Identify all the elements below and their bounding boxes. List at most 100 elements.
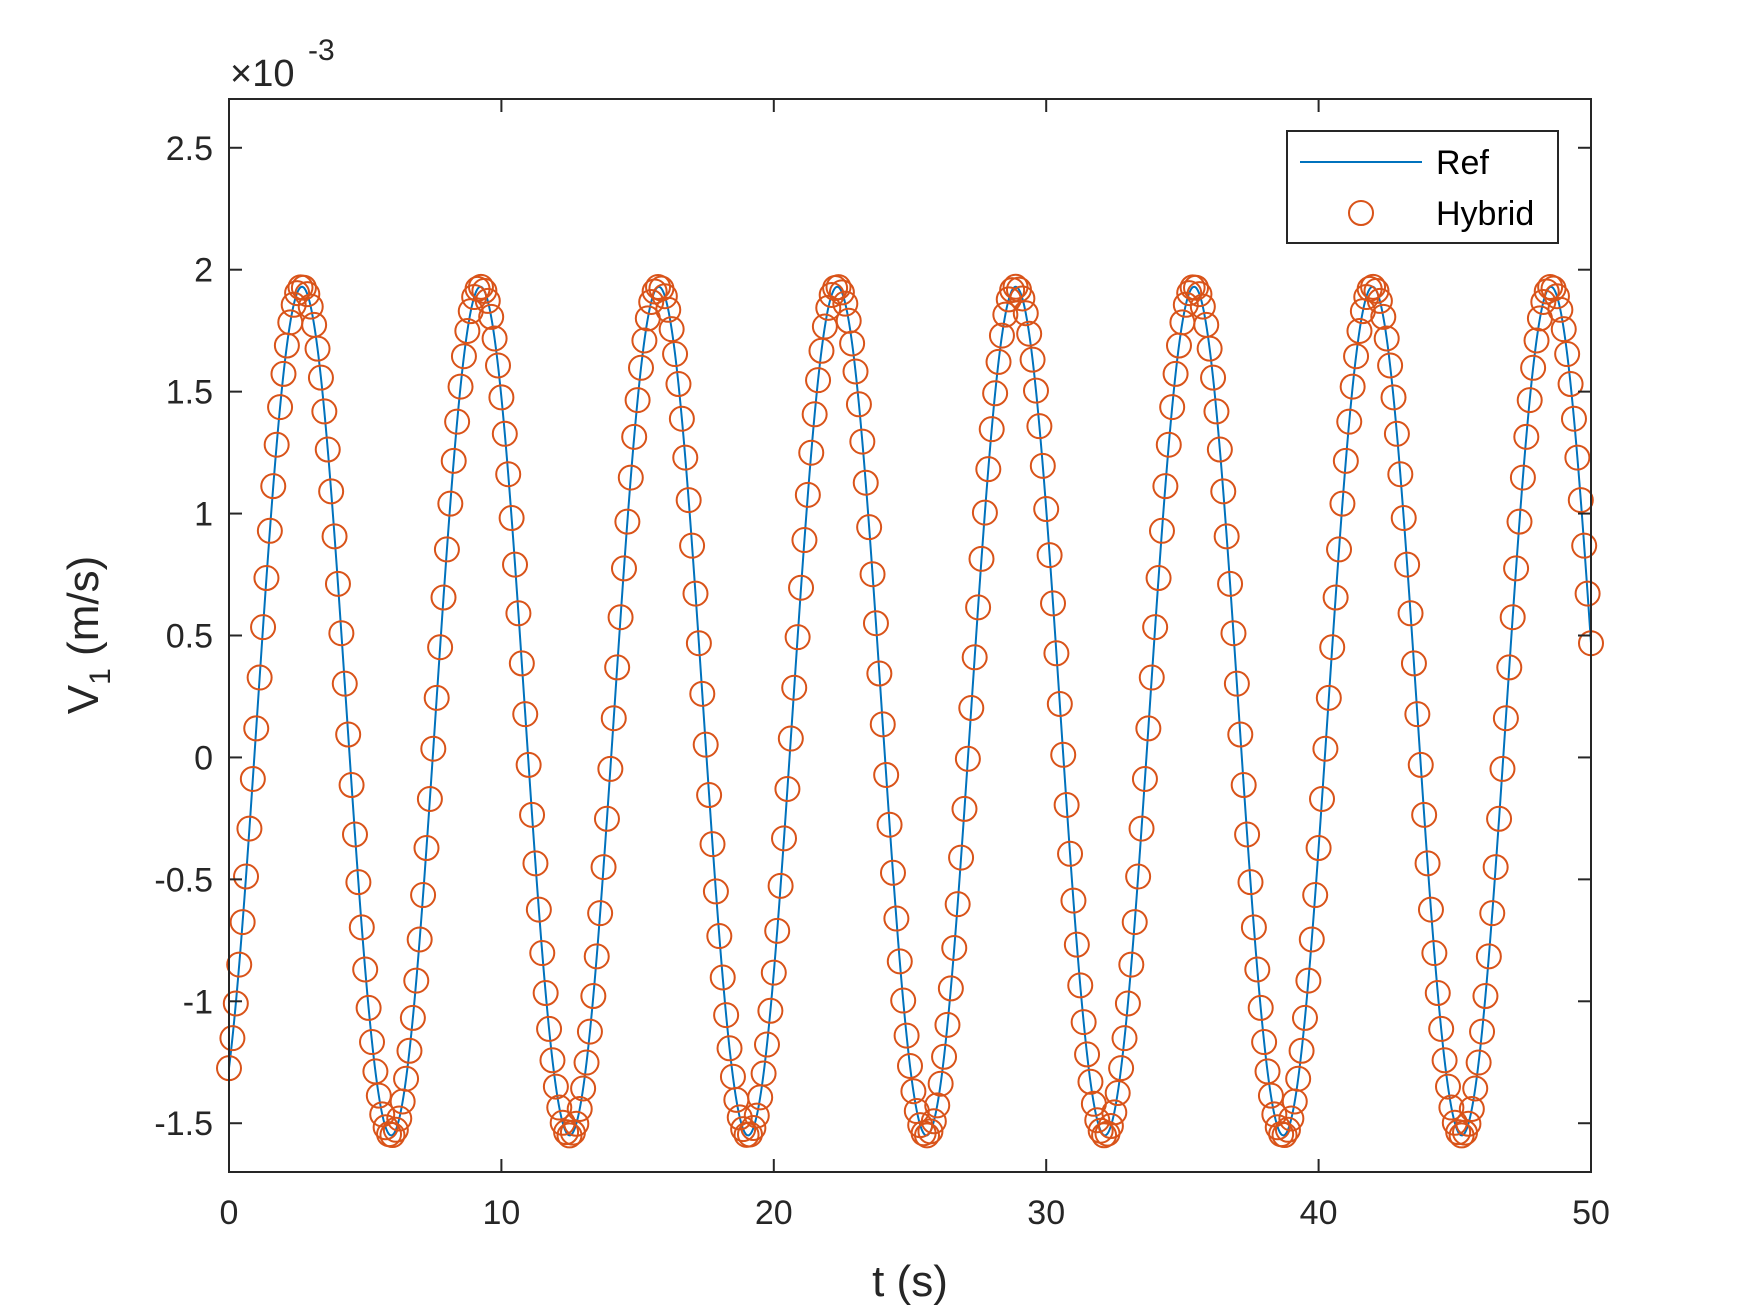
hybrid-marker (1475, 943, 1502, 970)
hybrid-marker (447, 373, 474, 400)
hybrid-marker (1571, 532, 1598, 559)
hybrid-marker (696, 782, 723, 809)
hybrid-marker (1567, 487, 1594, 514)
hybrid-marker (593, 805, 620, 832)
y-tick-label: -1.5 (154, 1105, 213, 1143)
hybrid-marker (774, 775, 801, 802)
hybrid-marker (798, 439, 825, 466)
hybrid-marker (1482, 854, 1509, 881)
hybrid-marker (219, 1025, 246, 1052)
hybrid-marker (1203, 398, 1230, 425)
hybrid-marker (856, 514, 883, 541)
hybrid-marker (505, 600, 532, 627)
hybrid-marker (1520, 354, 1547, 381)
hybrid-marker (546, 1094, 573, 1121)
hybrid-marker (1176, 280, 1203, 307)
hybrid-marker (1322, 584, 1349, 611)
hybrid-marker (777, 725, 804, 752)
hybrid-marker (1230, 772, 1257, 799)
hybrid-marker (689, 680, 716, 707)
y-exponent-label: ×10 -3 (230, 34, 335, 95)
y-axis-title: V1 (m/s) (59, 556, 117, 714)
hybrid-marker (685, 630, 712, 657)
hybrid-marker (413, 835, 440, 861)
hybrid-marker (440, 447, 467, 474)
hybrid-marker (876, 811, 903, 838)
hybrid-marker (542, 1073, 569, 1100)
hybrid-marker (1305, 835, 1332, 861)
hybrid-marker (365, 1082, 392, 1109)
hybrid-marker (481, 325, 508, 352)
y-tick-label: -1 (183, 983, 213, 1021)
hybrid-marker (427, 634, 454, 661)
hybrid-marker (304, 335, 331, 362)
hybrid-marker (410, 882, 437, 909)
hybrid-marker (393, 1065, 420, 1092)
y-tick-label: 1 (194, 496, 213, 534)
hybrid-marker (1516, 387, 1543, 414)
hybrid-marker (794, 481, 821, 508)
hybrid-marker (270, 360, 297, 387)
hybrid-marker (297, 293, 324, 320)
hybrid-marker (1040, 590, 1067, 617)
hybrid-marker (1329, 490, 1356, 517)
hybrid-marker (1550, 316, 1577, 343)
hybrid-marker (1077, 1068, 1104, 1095)
hybrid-marker (437, 490, 464, 517)
hybrid-marker (934, 1011, 961, 1038)
hybrid-marker (948, 844, 975, 871)
hybrid-marker (1346, 317, 1373, 344)
hybrid-marker (1370, 303, 1397, 330)
hybrid-marker (1148, 517, 1175, 544)
hybrid-marker (1332, 447, 1359, 474)
hybrid-marker (1251, 1029, 1278, 1056)
hybrid-marker (621, 423, 648, 450)
hybrid-marker (580, 983, 607, 1010)
hybrid-marker (222, 990, 249, 1017)
hybrid-marker (341, 821, 368, 848)
hybrid-marker (828, 279, 855, 306)
hybrid-marker (1057, 840, 1084, 867)
hybrid-marker (1155, 431, 1182, 458)
hybrid-marker (702, 878, 729, 905)
hybrid-marker (740, 1115, 767, 1142)
x-tick-label: 30 (1027, 1194, 1065, 1232)
hybrid-marker (328, 620, 355, 647)
hybrid-marker (1244, 956, 1271, 983)
hybrid-marker (488, 384, 515, 411)
y-axis-title-main: V (59, 684, 108, 714)
hybrid-marker (324, 570, 351, 597)
hybrid-marker (532, 980, 559, 1007)
hybrid-marker (236, 815, 263, 842)
hybrid-marker (1070, 1009, 1097, 1036)
y-exponent-power: -3 (308, 34, 335, 67)
hybrid-marker (471, 277, 498, 304)
hybrid-marker (474, 287, 501, 314)
hybrid-marker (250, 614, 277, 641)
hybrid-marker (699, 831, 726, 858)
hybrid-marker (553, 1119, 580, 1146)
hybrid-marker (1291, 1004, 1318, 1031)
x-axis-ticks: 0 10 20 30 40 50 (220, 99, 1610, 1232)
hybrid-marker (978, 416, 1005, 443)
hybrid-marker (655, 296, 682, 323)
hybrid-marker (866, 660, 893, 687)
hybrid-marker (1543, 283, 1570, 310)
hybrid-marker (1380, 384, 1407, 411)
legend-hybrid-label: Hybrid (1436, 195, 1534, 233)
hybrid-marker (233, 863, 260, 890)
hybrid-marker (416, 785, 443, 812)
hybrid-marker (1394, 551, 1421, 578)
hybrid-marker (992, 301, 1019, 328)
hybrid-marker (359, 1029, 386, 1056)
hybrid-marker (355, 994, 382, 1021)
hybrid-marker (842, 358, 869, 385)
hybrid-marker (927, 1070, 954, 1097)
hybrid-marker (805, 367, 832, 394)
hybrid-marker (1455, 1110, 1482, 1137)
y-axis-ticks: -1.5 -1 -0.5 0 0.5 1 1.5 2 2.5 (154, 130, 1591, 1143)
hybrid-marker (1315, 684, 1342, 711)
hybrid-marker (811, 313, 838, 340)
hybrid-marker (1397, 600, 1424, 627)
hybrid-marker (331, 670, 358, 697)
